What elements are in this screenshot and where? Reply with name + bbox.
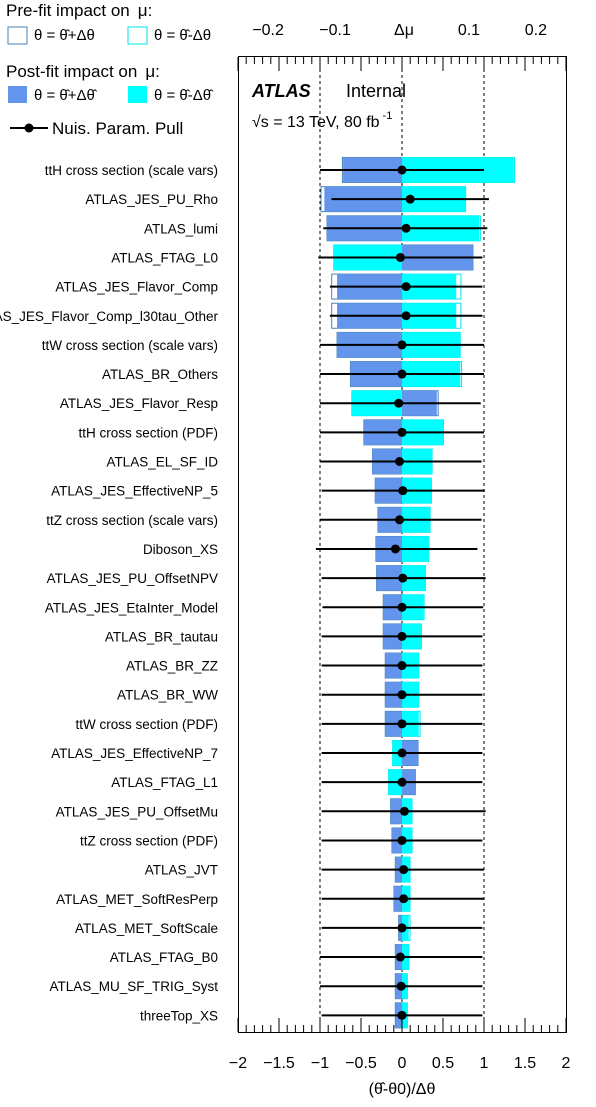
prefit-up-swatch (7, 26, 28, 45)
pull-marker (397, 835, 407, 845)
pull-marker (397, 777, 407, 787)
nuisance-label: ATLAS_lumi (144, 221, 218, 236)
nuisance-label: ATLAS_MU_SF_TRIG_Syst (49, 979, 218, 994)
top-axis-title: Δμ (394, 22, 414, 39)
pull-marker (395, 515, 405, 525)
legend-postfit-title: Post-fit impact on μ: (6, 62, 160, 81)
pull-marker (397, 165, 407, 175)
pull-marker (397, 602, 407, 612)
nuisance-label: ATLAS_EL_SF_ID (106, 455, 218, 470)
x-tick-label: 1 (480, 1055, 489, 1072)
legend-prefit-title: Pre-fit impact on μ: (6, 1, 152, 20)
pull-marker (397, 719, 407, 729)
nuisance-label: ATLAS_JES_EtaInter_Model (45, 600, 218, 615)
nuisance-label: ATLAS_BR_WW (117, 688, 218, 703)
atlas-label: ATLAS (251, 81, 311, 101)
nuisance-label: ATLAS_MET_SoftScale (75, 921, 218, 936)
pull-legend-marker (24, 123, 34, 133)
nuisance-label: ATLAS_MET_SoftResPerp (56, 892, 218, 907)
x-tick-label: −0.5 (345, 1055, 377, 1072)
nuisance-label: threeTop_XS (140, 1008, 218, 1023)
pull-markers (315, 165, 489, 1020)
pull-marker (399, 865, 409, 875)
pull-marker (397, 661, 407, 671)
pull-marker (395, 952, 405, 962)
pull-marker (396, 981, 406, 991)
top-axis: −0.2 −0.1 0.1 0.2 (252, 22, 547, 39)
pull-legend-label: Nuis. Param. Pull (52, 119, 183, 138)
legend: Pre-fit impact on μ: θ = θ̂+Δθ θ = θ̂-Δθ … (6, 1, 214, 138)
nuisance-label: ATLAS_BR_ZZ (126, 659, 218, 674)
x-tick-label: −1 (311, 1055, 329, 1072)
postfit-down-swatch (128, 86, 147, 103)
top-tick-label: −0.2 (252, 22, 284, 39)
prefit-down-label: θ = θ̂-Δθ (154, 27, 211, 44)
nuisance-label: ATLAS_JES_EffectiveNP_5 (51, 484, 218, 499)
postfit-up-label: θ = θ̂+Δθ̂ (34, 87, 98, 104)
pull-marker (397, 369, 407, 379)
pull-marker (405, 194, 415, 204)
nuisance-label: ATLAS_BR_Others (102, 367, 218, 382)
x-tick-label: 2 (562, 1055, 571, 1072)
pull-marker (390, 544, 400, 554)
postfit-up-swatch (8, 86, 27, 103)
nuisance-label: ATLAS_FTAG_L1 (111, 775, 218, 790)
plot-frame (238, 56, 567, 1033)
energy-lumi-label: √s = 13 TeV, 80 fb -1 (252, 110, 392, 131)
prefit-up-label: θ = θ̂+Δθ (34, 27, 95, 44)
nuisance-label: ttZ cross section (PDF) (80, 833, 218, 848)
pull-marker (397, 748, 407, 758)
top-tick-label: −0.1 (319, 22, 351, 39)
x-axis-title: (θ̂-θ0)/Δθ (369, 1081, 436, 1098)
pull-marker (395, 457, 405, 466)
nuisance-label: ttZ cross section (scale vars) (46, 513, 218, 528)
nuisance-label: ttW cross section (scale vars) (42, 338, 218, 353)
pull-marker (398, 486, 408, 496)
nuisance-label: ATLAS_FTAG_L0 (111, 250, 218, 265)
nuisance-label: ATLAS_BR_tautau (105, 629, 218, 644)
nuisance-label: ATLAS_JES_Flavor_Comp_l30tau_Other (0, 309, 218, 324)
internal-label: Internal (346, 81, 406, 101)
top-tick-label: 0.1 (458, 22, 480, 39)
pull-marker (401, 311, 411, 321)
pull-marker (397, 427, 407, 437)
nuisance-label: ttW cross section (PDF) (75, 717, 218, 732)
nuisance-label: ATLAS_JES_Flavor_Resp (60, 396, 218, 411)
impact-bars (320, 157, 515, 1029)
nuisance-label: ATLAS_JES_EffectiveNP_7 (51, 746, 218, 761)
pull-marker (398, 573, 408, 583)
x-tick-label: 1.5 (514, 1055, 536, 1072)
nuisance-label: ATLAS_JVT (145, 863, 218, 878)
pull-marker (395, 252, 405, 262)
x-tick-label: −2 (229, 1055, 247, 1072)
prefit-down-swatch (127, 26, 148, 45)
pull-marker (399, 894, 409, 904)
x-tick-label: −1.5 (263, 1055, 295, 1072)
pull-marker (401, 223, 411, 233)
postfit-down-label: θ = θ̂-Δθ̂ (154, 87, 214, 104)
pull-marker (397, 1010, 407, 1020)
nuisance-label: ATLAS_JES_Flavor_Comp (55, 280, 218, 295)
nuisance-label: ATLAS_JES_PU_Rho (85, 192, 218, 207)
x-tick-label: 0 (398, 1055, 407, 1072)
pull-marker (399, 806, 409, 816)
pull-marker (394, 398, 404, 408)
nuisance-label: ttH cross section (scale vars) (45, 163, 218, 178)
bottom-axis: −2 −1.5 −1 −0.5 0 0.5 1 1.5 2 (229, 57, 571, 1072)
top-tick-label: 0.2 (525, 22, 547, 39)
nuisance-label: ATLAS_JES_PU_OffsetNPV (47, 571, 218, 586)
nuisance-label: ttH cross section (PDF) (78, 425, 218, 440)
x-tick-label: 0.5 (432, 1055, 454, 1072)
nuisance-label: ATLAS_FTAG_B0 (110, 950, 218, 965)
nuisance-label: ATLAS_JES_PU_OffsetMu (56, 804, 218, 819)
nuisance-label: Diboson_XS (143, 542, 218, 557)
pull-marker (397, 923, 407, 933)
pull-marker (397, 340, 407, 350)
pull-marker (397, 690, 407, 700)
pull-marker (401, 282, 411, 292)
pull-marker (397, 631, 407, 641)
nuisance-labels: ttH cross section (scale vars) ATLAS_JES_… (0, 163, 218, 1023)
